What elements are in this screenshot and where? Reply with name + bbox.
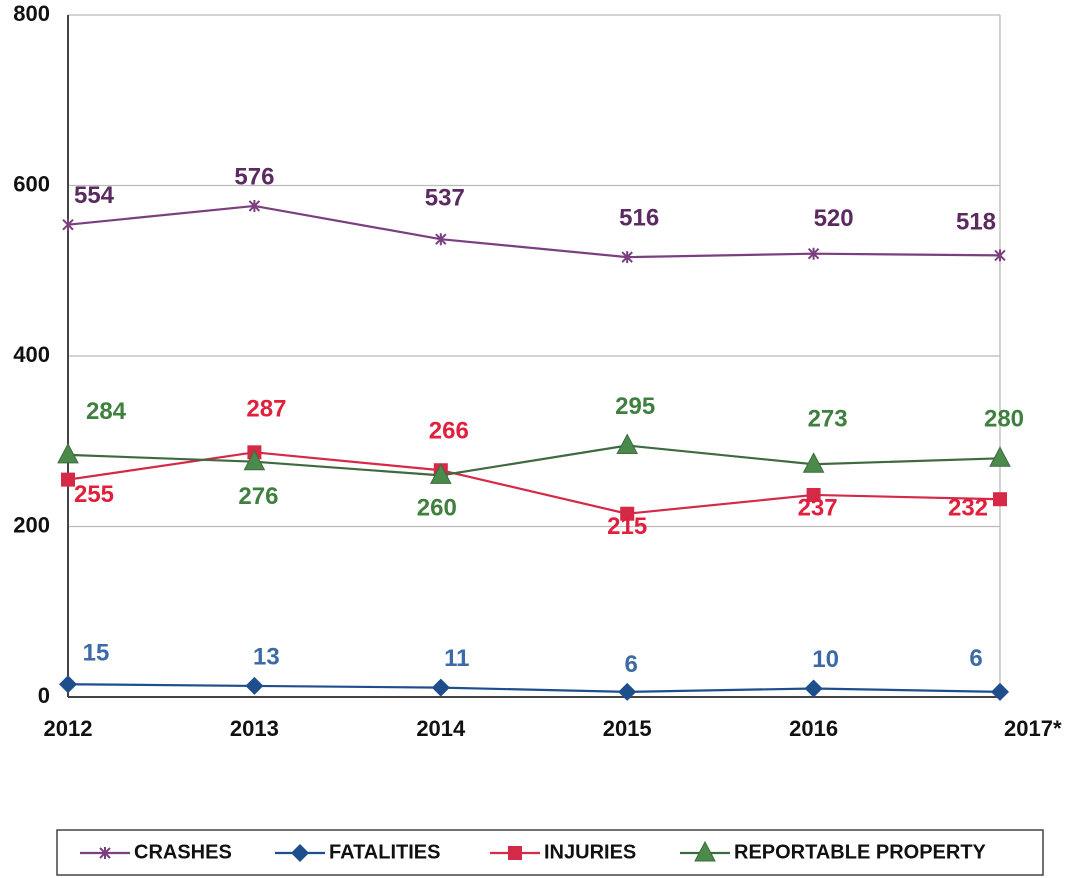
y-tick-label: 400 [13,342,50,367]
marker [802,452,825,473]
y-tick-label: 200 [13,512,50,537]
value-label: 237 [798,494,838,521]
value-label: 260 [417,495,457,522]
value-label: 520 [814,205,854,232]
marker [804,679,823,698]
value-label: 287 [246,396,286,423]
y-tick-label: 800 [13,1,50,26]
marker [291,844,309,862]
value-label: 273 [808,406,848,433]
x-tick-label: 2015 [603,716,652,741]
marker [694,840,716,862]
value-label: 215 [607,513,647,540]
value-label: 576 [234,163,274,190]
marker [806,487,821,502]
marker [993,492,1007,507]
x-tick-label: 2016 [789,716,838,741]
x-tick-label: 2013 [230,716,279,741]
marker [431,678,450,697]
value-label: 6 [625,651,638,678]
marker [57,442,79,464]
marker [429,463,452,484]
marker [807,247,820,260]
marker [618,682,637,701]
value-label: 266 [429,418,469,445]
legend-label: CRASHES [134,841,232,863]
value-label: 11 [444,645,469,672]
line [67,683,1001,693]
marker [61,472,75,487]
value-label: 15 [83,640,110,667]
value-label: 13 [253,643,280,670]
marker [248,199,261,212]
value-label: 284 [86,398,127,425]
x-tick-label: 2012 [44,716,93,741]
value-label: 537 [425,185,465,212]
marker [508,846,522,860]
marker [59,675,77,694]
marker [991,682,1009,701]
marker [245,676,264,695]
marker [621,251,633,264]
value-label: 518 [956,209,996,236]
marker [99,847,111,859]
value-label: 516 [619,204,659,231]
value-label: 10 [812,646,839,673]
value-label: 255 [74,481,114,508]
value-label: 554 [74,182,115,209]
y-tick-label: 600 [13,171,50,196]
value-label: 295 [615,393,655,420]
value-label: 232 [948,495,988,522]
legend-box [56,829,1044,876]
value-label: 6 [969,645,982,672]
line [67,444,1001,477]
line [67,451,1001,515]
x-tick-label: 2014 [416,716,466,741]
marker [620,506,635,521]
marker [62,218,74,231]
x-tick-label: 2017* [1004,716,1062,741]
value-label: 280 [984,406,1024,433]
marker [989,446,1011,467]
legend-label: FATALITIES [329,841,440,863]
y-tick-label: 0 [38,683,50,708]
marker [994,249,1006,262]
marker [616,433,639,455]
value-label: 276 [238,483,278,510]
line [67,204,1001,259]
legend-label: INJURIES [544,841,636,863]
marker [243,449,266,471]
marker [435,233,447,246]
legend-label: REPORTABLE PROPERTY [734,841,987,863]
